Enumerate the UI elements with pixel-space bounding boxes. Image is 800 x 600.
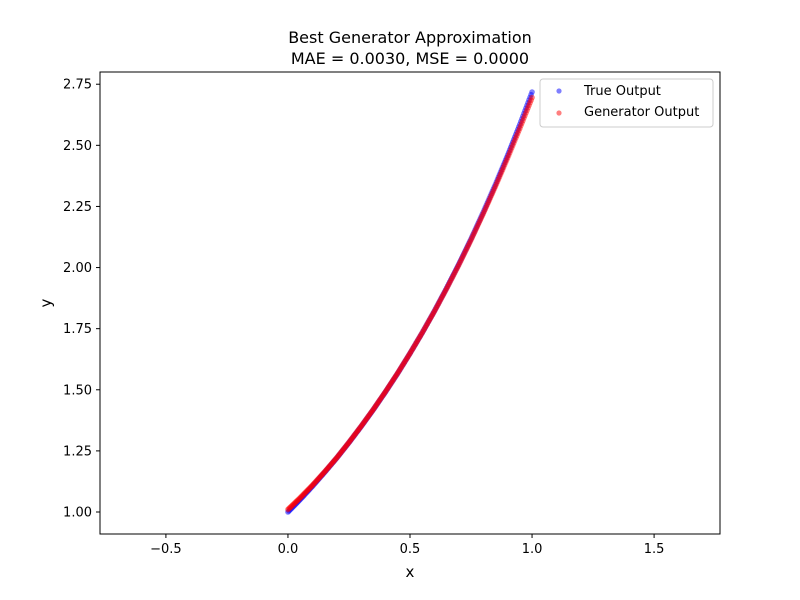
y-axis-ticks: 1.00 1.25 1.50 1.75 2.00 2.25 2.50 2.75 (63, 78, 100, 521)
chart-subtitle: MAE = 0.0030, MSE = 0.0000 (291, 49, 529, 68)
x-axis-label: x (406, 563, 415, 581)
y-tick-label: 2.75 (63, 78, 92, 93)
series-layer (285, 89, 535, 515)
x-tick-label: 1.0 (522, 542, 543, 557)
y-axis-label: y (37, 298, 55, 307)
legend: True Output Generator Output (539, 78, 714, 128)
y-tick-label: 1.50 (63, 383, 92, 398)
y-tick-label: 2.50 (63, 139, 92, 154)
y-tick-label: 1.75 (63, 322, 92, 337)
series-generator-output (285, 94, 535, 513)
legend-label-true-output: True Output (583, 84, 661, 99)
scatter-point (529, 89, 535, 95)
y-tick-label: 1.25 (63, 444, 92, 459)
x-tick-label: −0.5 (150, 542, 182, 557)
legend-marker-true-output (556, 88, 562, 94)
legend-label-generator-output: Generator Output (584, 105, 699, 120)
legend-marker-generator-output (556, 110, 562, 116)
y-tick-label: 1.00 (63, 506, 92, 521)
legend-box (539, 78, 714, 128)
scatter-point (529, 94, 535, 101)
plot-area (99, 71, 721, 535)
x-tick-label: 0.5 (400, 542, 421, 557)
x-axis-ticks: −0.5 0.0 0.5 1.0 1.5 (150, 534, 664, 557)
x-tick-label: 0.0 (278, 542, 299, 557)
y-tick-label: 2.25 (63, 200, 92, 215)
chart-title: Best Generator Approximation (288, 28, 532, 47)
y-tick-label: 2.00 (63, 261, 92, 276)
x-tick-label: 1.5 (644, 542, 665, 557)
